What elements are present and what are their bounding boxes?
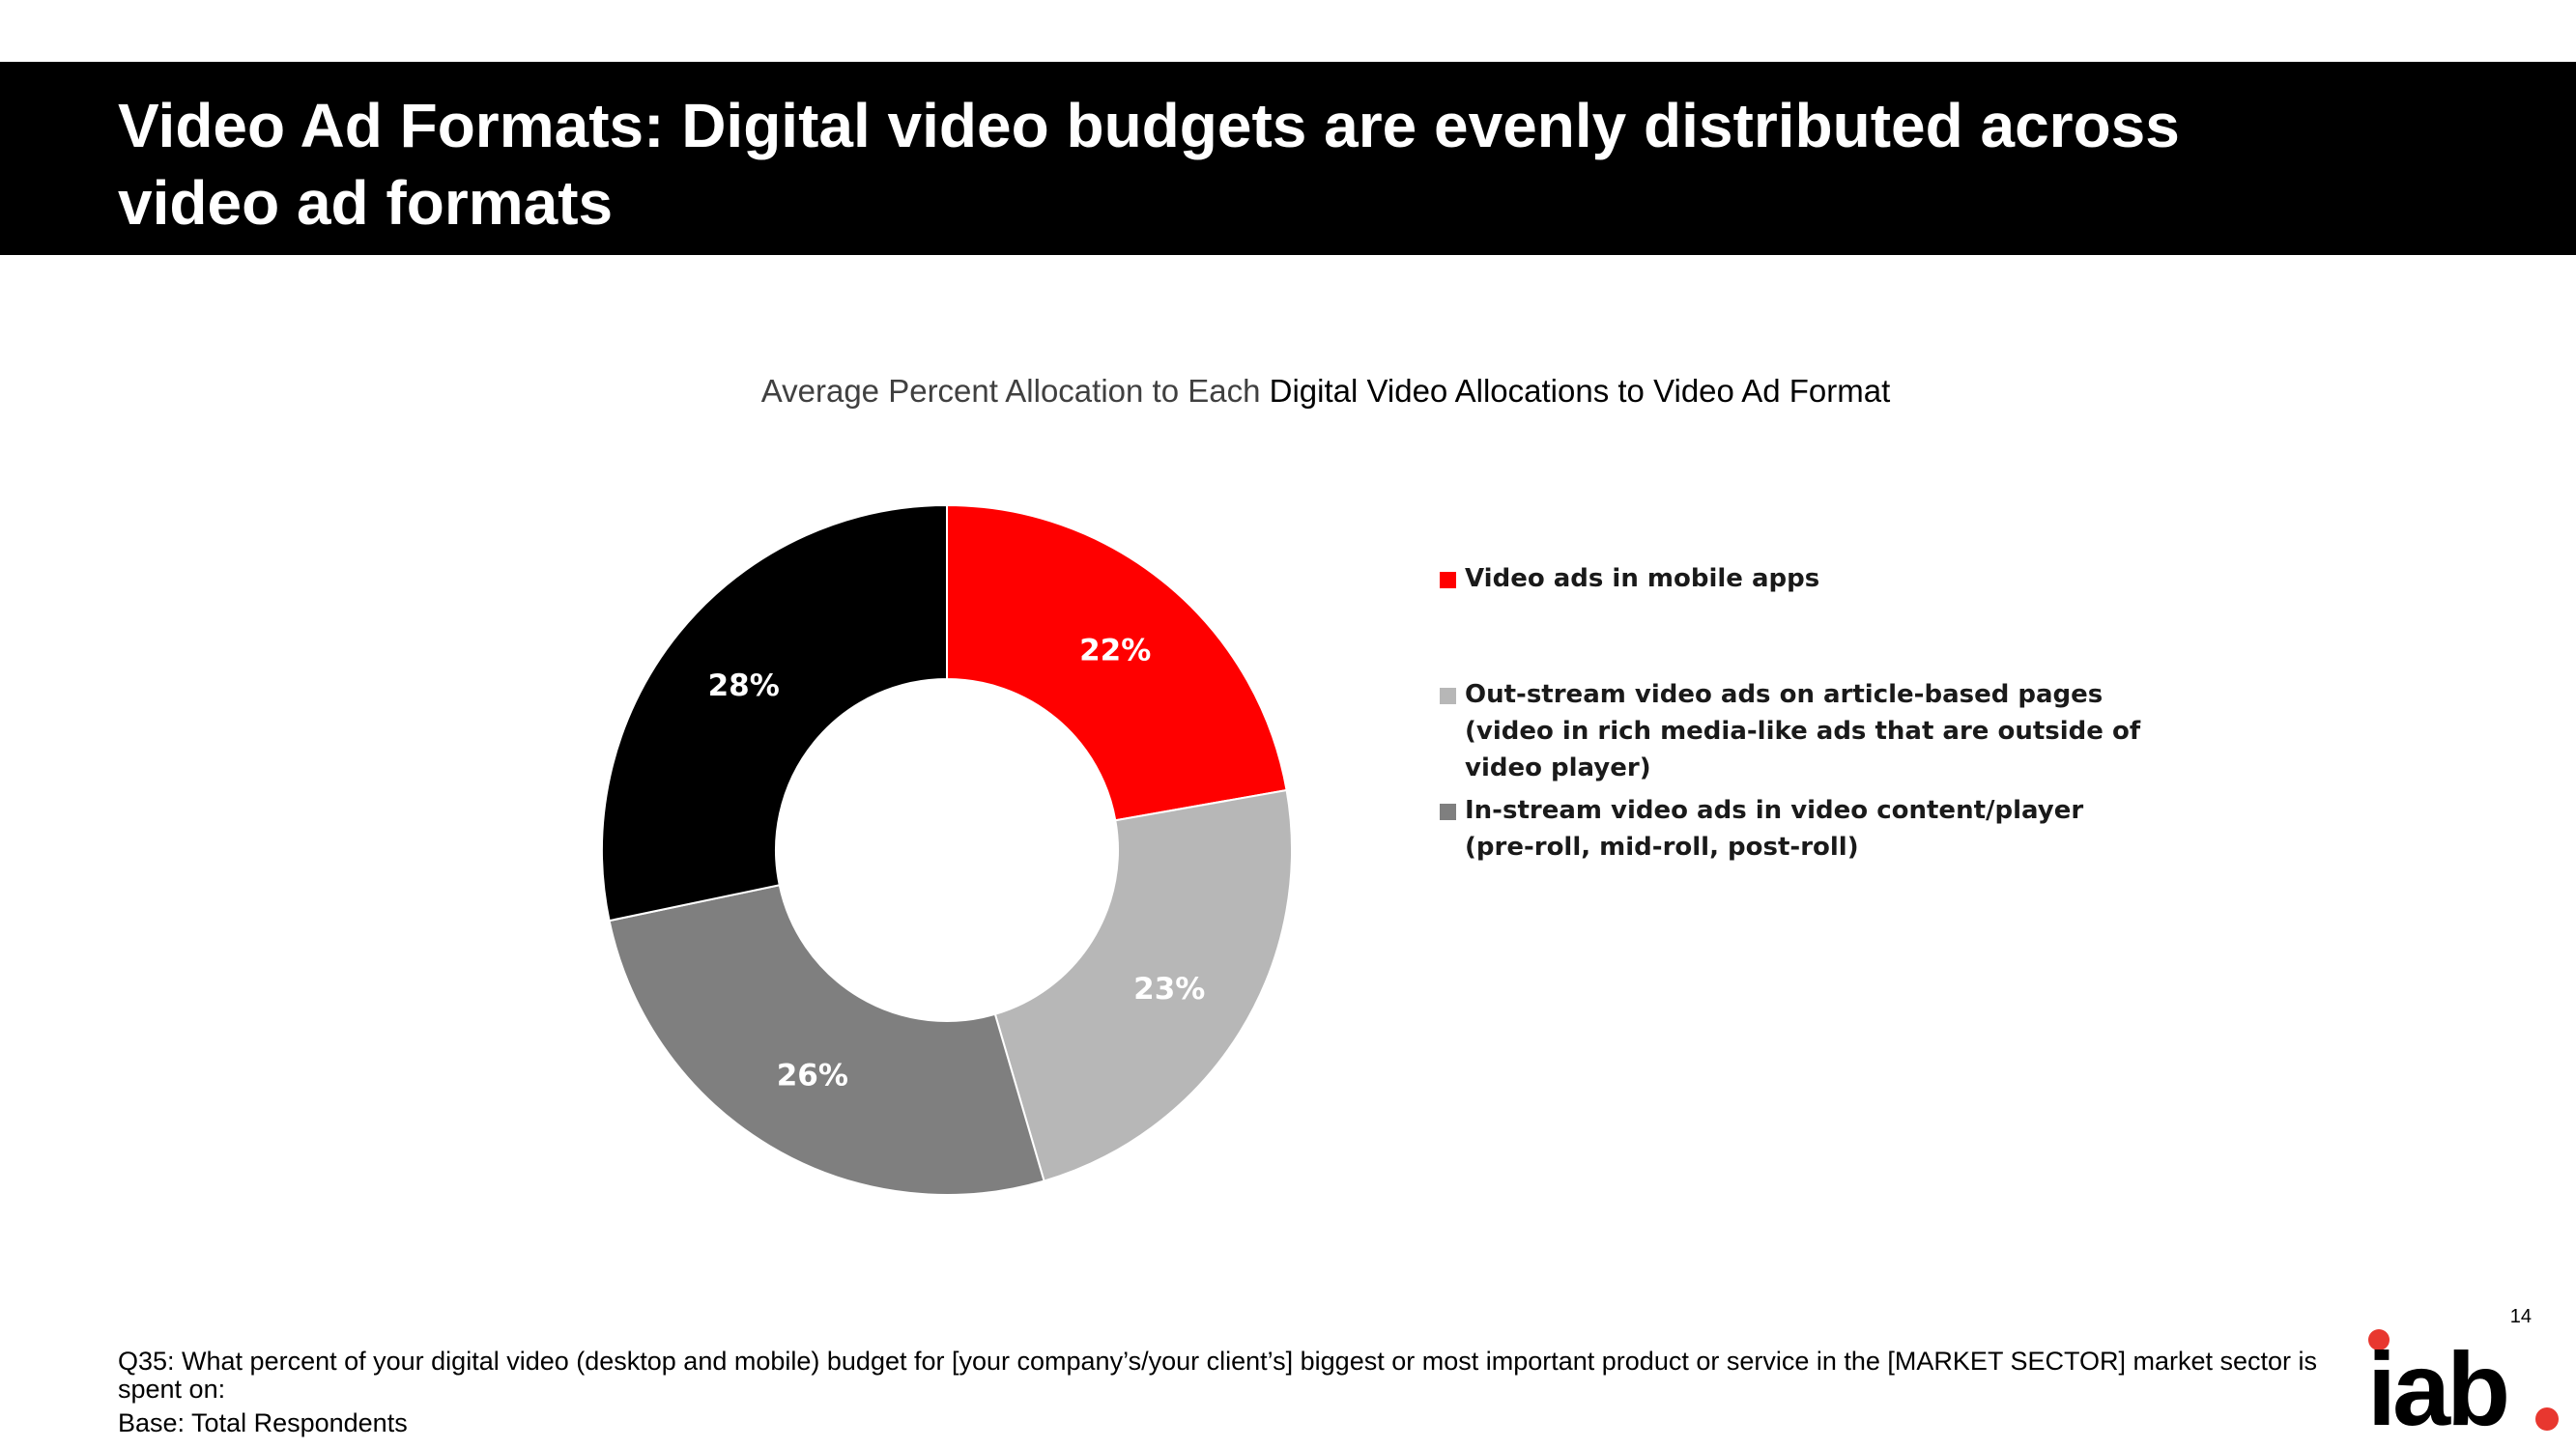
title-bar xyxy=(0,62,2576,255)
donut-chart: 22% 23% 26% 28% xyxy=(601,503,1293,1196)
logo-dot-i xyxy=(2368,1329,2390,1350)
donut-slice-1 xyxy=(993,788,1293,1182)
footnote-question: Q35: What percent of your digital video … xyxy=(118,1347,2318,1404)
donut-label-0: 22% xyxy=(1079,633,1151,668)
logo-text: iab xyxy=(2367,1330,2506,1435)
legend-label: In-stream video ads in video content/pla… xyxy=(1465,796,2084,862)
legend-swatch xyxy=(1440,804,1456,820)
logo-dot-end xyxy=(2535,1407,2559,1431)
donut-slice-2 xyxy=(608,884,1045,1196)
legend-item-in-stream: In-stream video ads in video content/pla… xyxy=(1440,792,2161,866)
donut-label-2: 26% xyxy=(777,1059,848,1094)
donut-slice-3 xyxy=(601,503,948,923)
legend-label: Out-stream video ads on article-based pa… xyxy=(1465,680,2141,782)
iab-logo: iab xyxy=(2367,1329,2559,1435)
page-number: 14 xyxy=(2509,1306,2532,1327)
donut-label-1: 23% xyxy=(1133,972,1205,1007)
legend-label: Video ads in mobile apps xyxy=(1465,564,1820,593)
donut-slice-0 xyxy=(946,503,1288,822)
chart-title-main: Digital Video Allocations to Video Ad Fo… xyxy=(1269,373,1891,409)
donut-label-3: 28% xyxy=(708,668,780,703)
legend-item-mobile-apps: Video ads in mobile apps xyxy=(1440,560,2161,597)
footnote: Q35: What percent of your digital video … xyxy=(118,1348,2321,1437)
footnote-base: Base: Total Respondents xyxy=(118,1408,408,1437)
legend-swatch xyxy=(1440,572,1456,588)
chart-title-prefix: Average Percent Allocation to Each xyxy=(760,373,1270,409)
legend-swatch xyxy=(1440,688,1456,704)
slide-title: Video Ad Formats: Digital video budgets … xyxy=(118,91,2180,238)
legend-item-out-stream: Out-stream video ads on article-based pa… xyxy=(1440,676,2161,786)
chart-title: Average Percent Allocation to Each Digit… xyxy=(0,372,2576,411)
